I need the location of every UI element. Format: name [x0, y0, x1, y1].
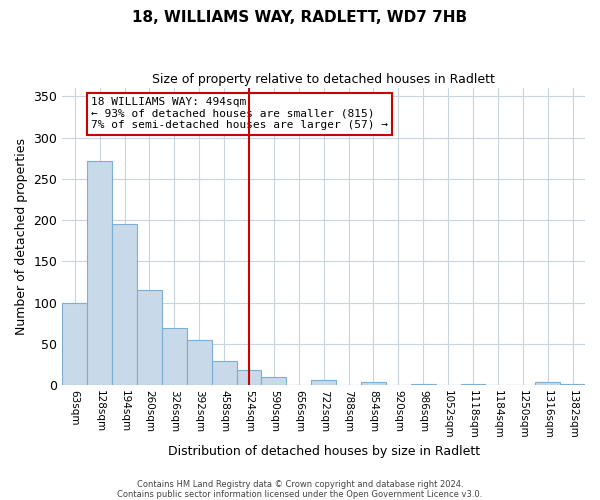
- Bar: [560, 384, 585, 386]
- Bar: [311, 380, 336, 386]
- Text: Contains HM Land Registry data © Crown copyright and database right 2024.
Contai: Contains HM Land Registry data © Crown c…: [118, 480, 482, 499]
- Bar: [62, 303, 87, 386]
- X-axis label: Distribution of detached houses by size in Radlett: Distribution of detached houses by size …: [167, 444, 480, 458]
- Text: 18 WILLIAMS WAY: 494sqm
← 93% of detached houses are smaller (815)
7% of semi-de: 18 WILLIAMS WAY: 494sqm ← 93% of detache…: [91, 97, 388, 130]
- Bar: [137, 290, 162, 386]
- Bar: [187, 340, 212, 386]
- Bar: [212, 362, 236, 386]
- Bar: [87, 160, 112, 386]
- Y-axis label: Number of detached properties: Number of detached properties: [15, 138, 28, 335]
- Title: Size of property relative to detached houses in Radlett: Size of property relative to detached ho…: [152, 72, 495, 86]
- Bar: [236, 370, 262, 386]
- Bar: [361, 382, 386, 386]
- Bar: [535, 382, 560, 386]
- Bar: [461, 384, 485, 386]
- Bar: [262, 377, 286, 386]
- Bar: [162, 328, 187, 386]
- Text: 18, WILLIAMS WAY, RADLETT, WD7 7HB: 18, WILLIAMS WAY, RADLETT, WD7 7HB: [133, 10, 467, 25]
- Bar: [411, 384, 436, 386]
- Bar: [112, 224, 137, 386]
